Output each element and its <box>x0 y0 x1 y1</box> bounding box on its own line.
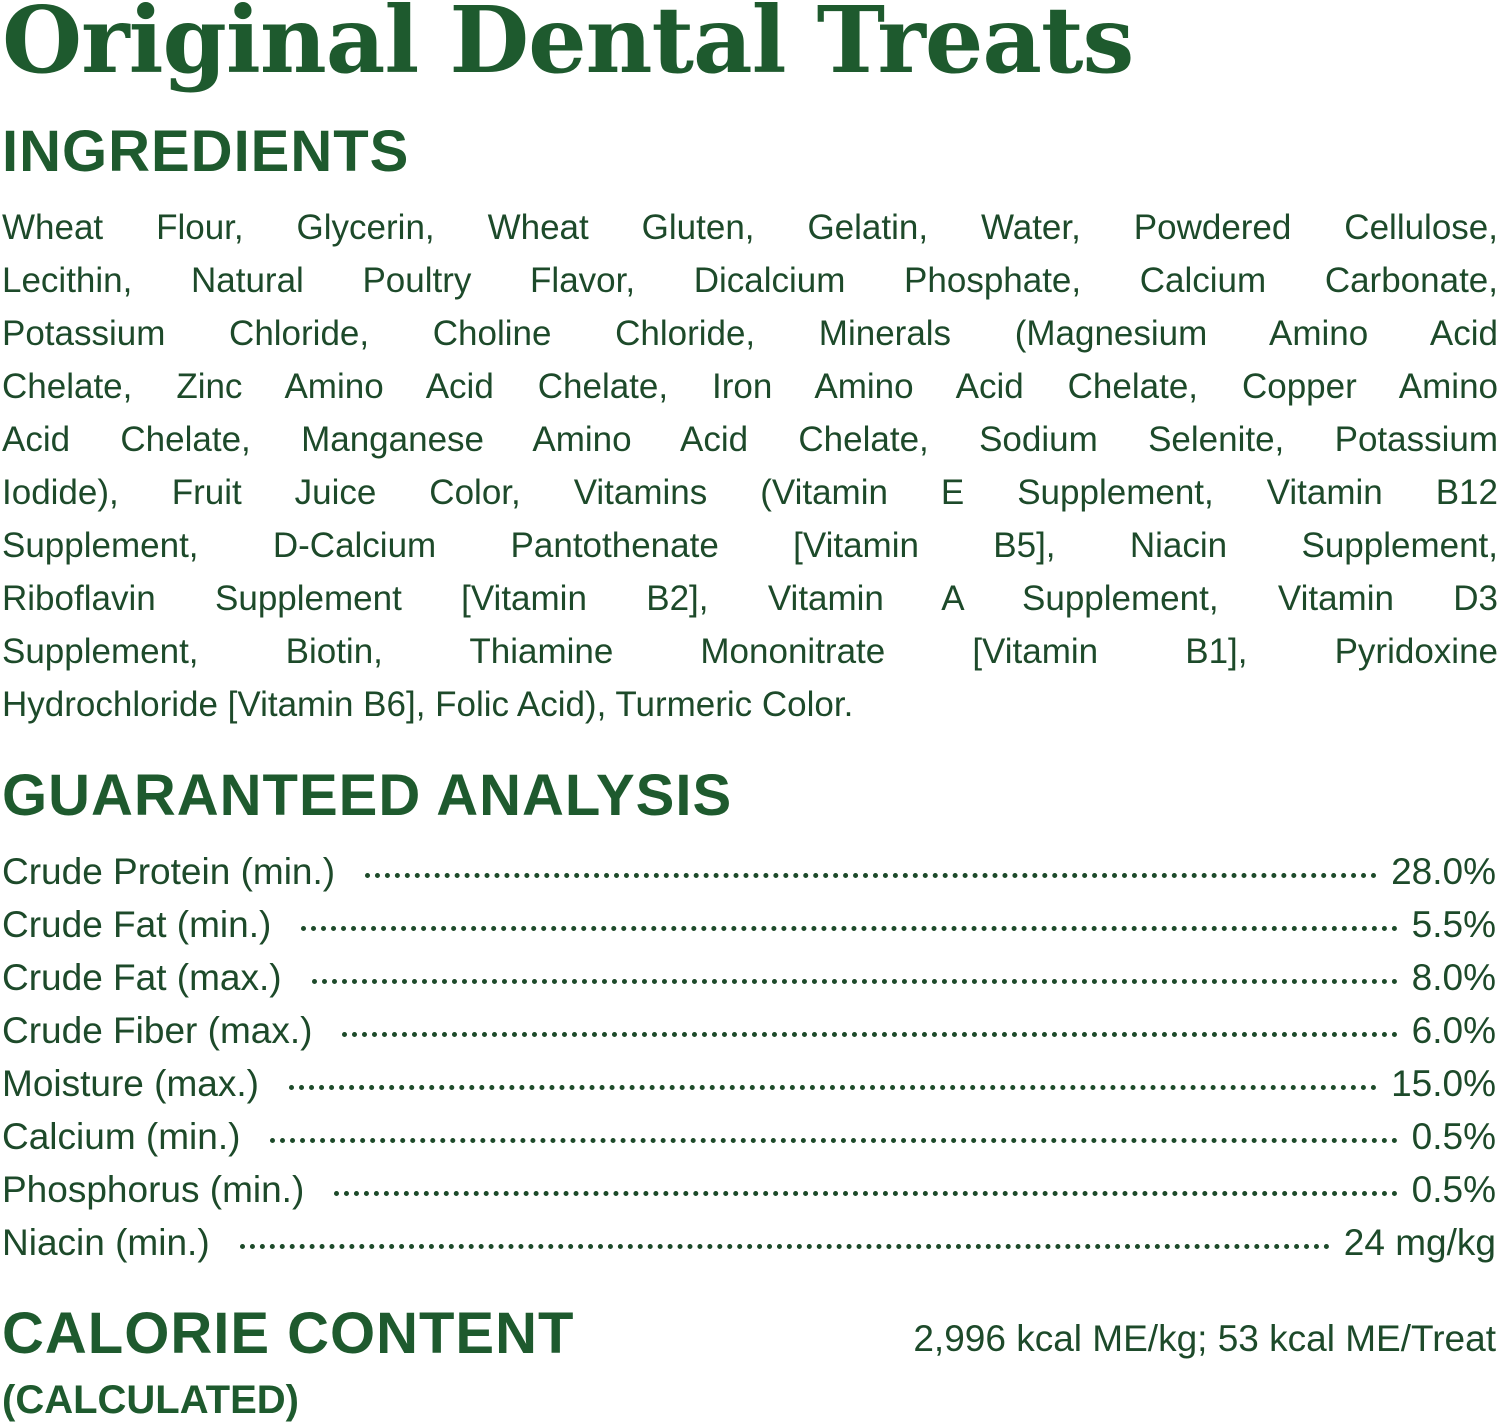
analysis-row: Niacin (min.) 24 mg/kg <box>2 1219 1496 1272</box>
calorie-value: 2,996 kcal ME/kg; 53 kcal ME/Treat <box>913 1318 1496 1359</box>
ingredients-line: Riboflavin Supplement [Vitamin B2], Vita… <box>2 579 1498 618</box>
calorie-subheading: (CALCULATED) <box>2 1378 299 1422</box>
ingredients-line: Iodide), Fruit Juice Color, Vitamins (Vi… <box>2 473 1498 512</box>
analysis-value: 28.0% <box>1391 851 1496 892</box>
analysis-row: Crude Fat (min.) 5.5% <box>2 901 1496 954</box>
analysis-row: Crude Fiber (max.) 6.0% <box>2 1007 1496 1060</box>
page-title: Original Dental Treats <box>2 0 1134 94</box>
analysis-row: Crude Protein (min.) 28.0% <box>2 848 1496 901</box>
analysis-value: 0.5% <box>1411 1116 1496 1157</box>
ingredients-line: Acid Chelate, Manganese Amino Acid Chela… <box>2 420 1498 459</box>
analysis-table: Crude Protein (min.) 28.0% Crude Fat (min.… <box>2 848 1496 1272</box>
ingredients-line: Wheat Flour, Glycerin, Wheat Gluten, Gel… <box>2 208 1498 247</box>
analysis-row: Moisture (max.) 15.0% <box>2 1060 1496 1113</box>
ingredients-line: Lecithin, Natural Poultry Flavor, Dicalc… <box>2 261 1498 300</box>
ingredients-line: Chelate, Zinc Amino Acid Chelate, Iron A… <box>2 367 1498 406</box>
ingredients-list: Wheat Flour, Glycerin, Wheat Gluten, Gel… <box>2 205 1498 735</box>
analysis-label: Crude Fat (min.) <box>2 904 272 945</box>
dot-leader <box>239 1244 1330 1249</box>
analysis-label: Calcium (min.) <box>2 1116 241 1157</box>
ingredients-line: Supplement, Biotin, Thiamine Mononitrate… <box>2 632 1498 671</box>
analysis-label: Crude Fiber (max.) <box>2 1010 313 1051</box>
ingredients-heading: INGREDIENTS <box>2 119 410 184</box>
dot-leader <box>334 1191 1398 1196</box>
analysis-row: Crude Fat (max.) 8.0% <box>2 954 1496 1007</box>
analysis-label: Moisture (max.) <box>2 1063 259 1104</box>
analysis-value: 8.0% <box>1411 957 1496 998</box>
analysis-row: Phosphorus (min.) 0.5% <box>2 1166 1496 1219</box>
dot-leader <box>301 926 1398 931</box>
analysis-label: Niacin (min.) <box>2 1222 210 1263</box>
ingredients-line: Supplement, D-Calcium Pantothenate [Vita… <box>2 526 1498 565</box>
analysis-value: 15.0% <box>1391 1063 1496 1104</box>
analysis-label: Crude Fat (max.) <box>2 957 282 998</box>
analysis-heading: GUARANTEED ANALYSIS <box>2 763 733 828</box>
dot-leader <box>342 1032 1398 1037</box>
dot-leader <box>288 1085 1378 1090</box>
analysis-label: Phosphorus (min.) <box>2 1169 305 1210</box>
ingredients-line: Potassium Chloride, Choline Chloride, Mi… <box>2 314 1498 353</box>
analysis-label: Crude Protein (min.) <box>2 851 336 892</box>
dot-leader <box>365 873 1378 878</box>
analysis-value: 6.0% <box>1411 1010 1496 1051</box>
analysis-value: 5.5% <box>1411 904 1496 945</box>
analysis-value: 24 mg/kg <box>1343 1222 1496 1263</box>
dot-leader <box>311 979 1398 984</box>
analysis-row: Calcium (min.) 0.5% <box>2 1113 1496 1166</box>
ingredients-line: Hydrochloride [Vitamin B6], Folic Acid),… <box>2 685 854 724</box>
analysis-value: 0.5% <box>1411 1169 1496 1210</box>
dot-leader <box>270 1138 1398 1143</box>
calorie-heading: CALORIE CONTENT <box>2 1301 575 1366</box>
